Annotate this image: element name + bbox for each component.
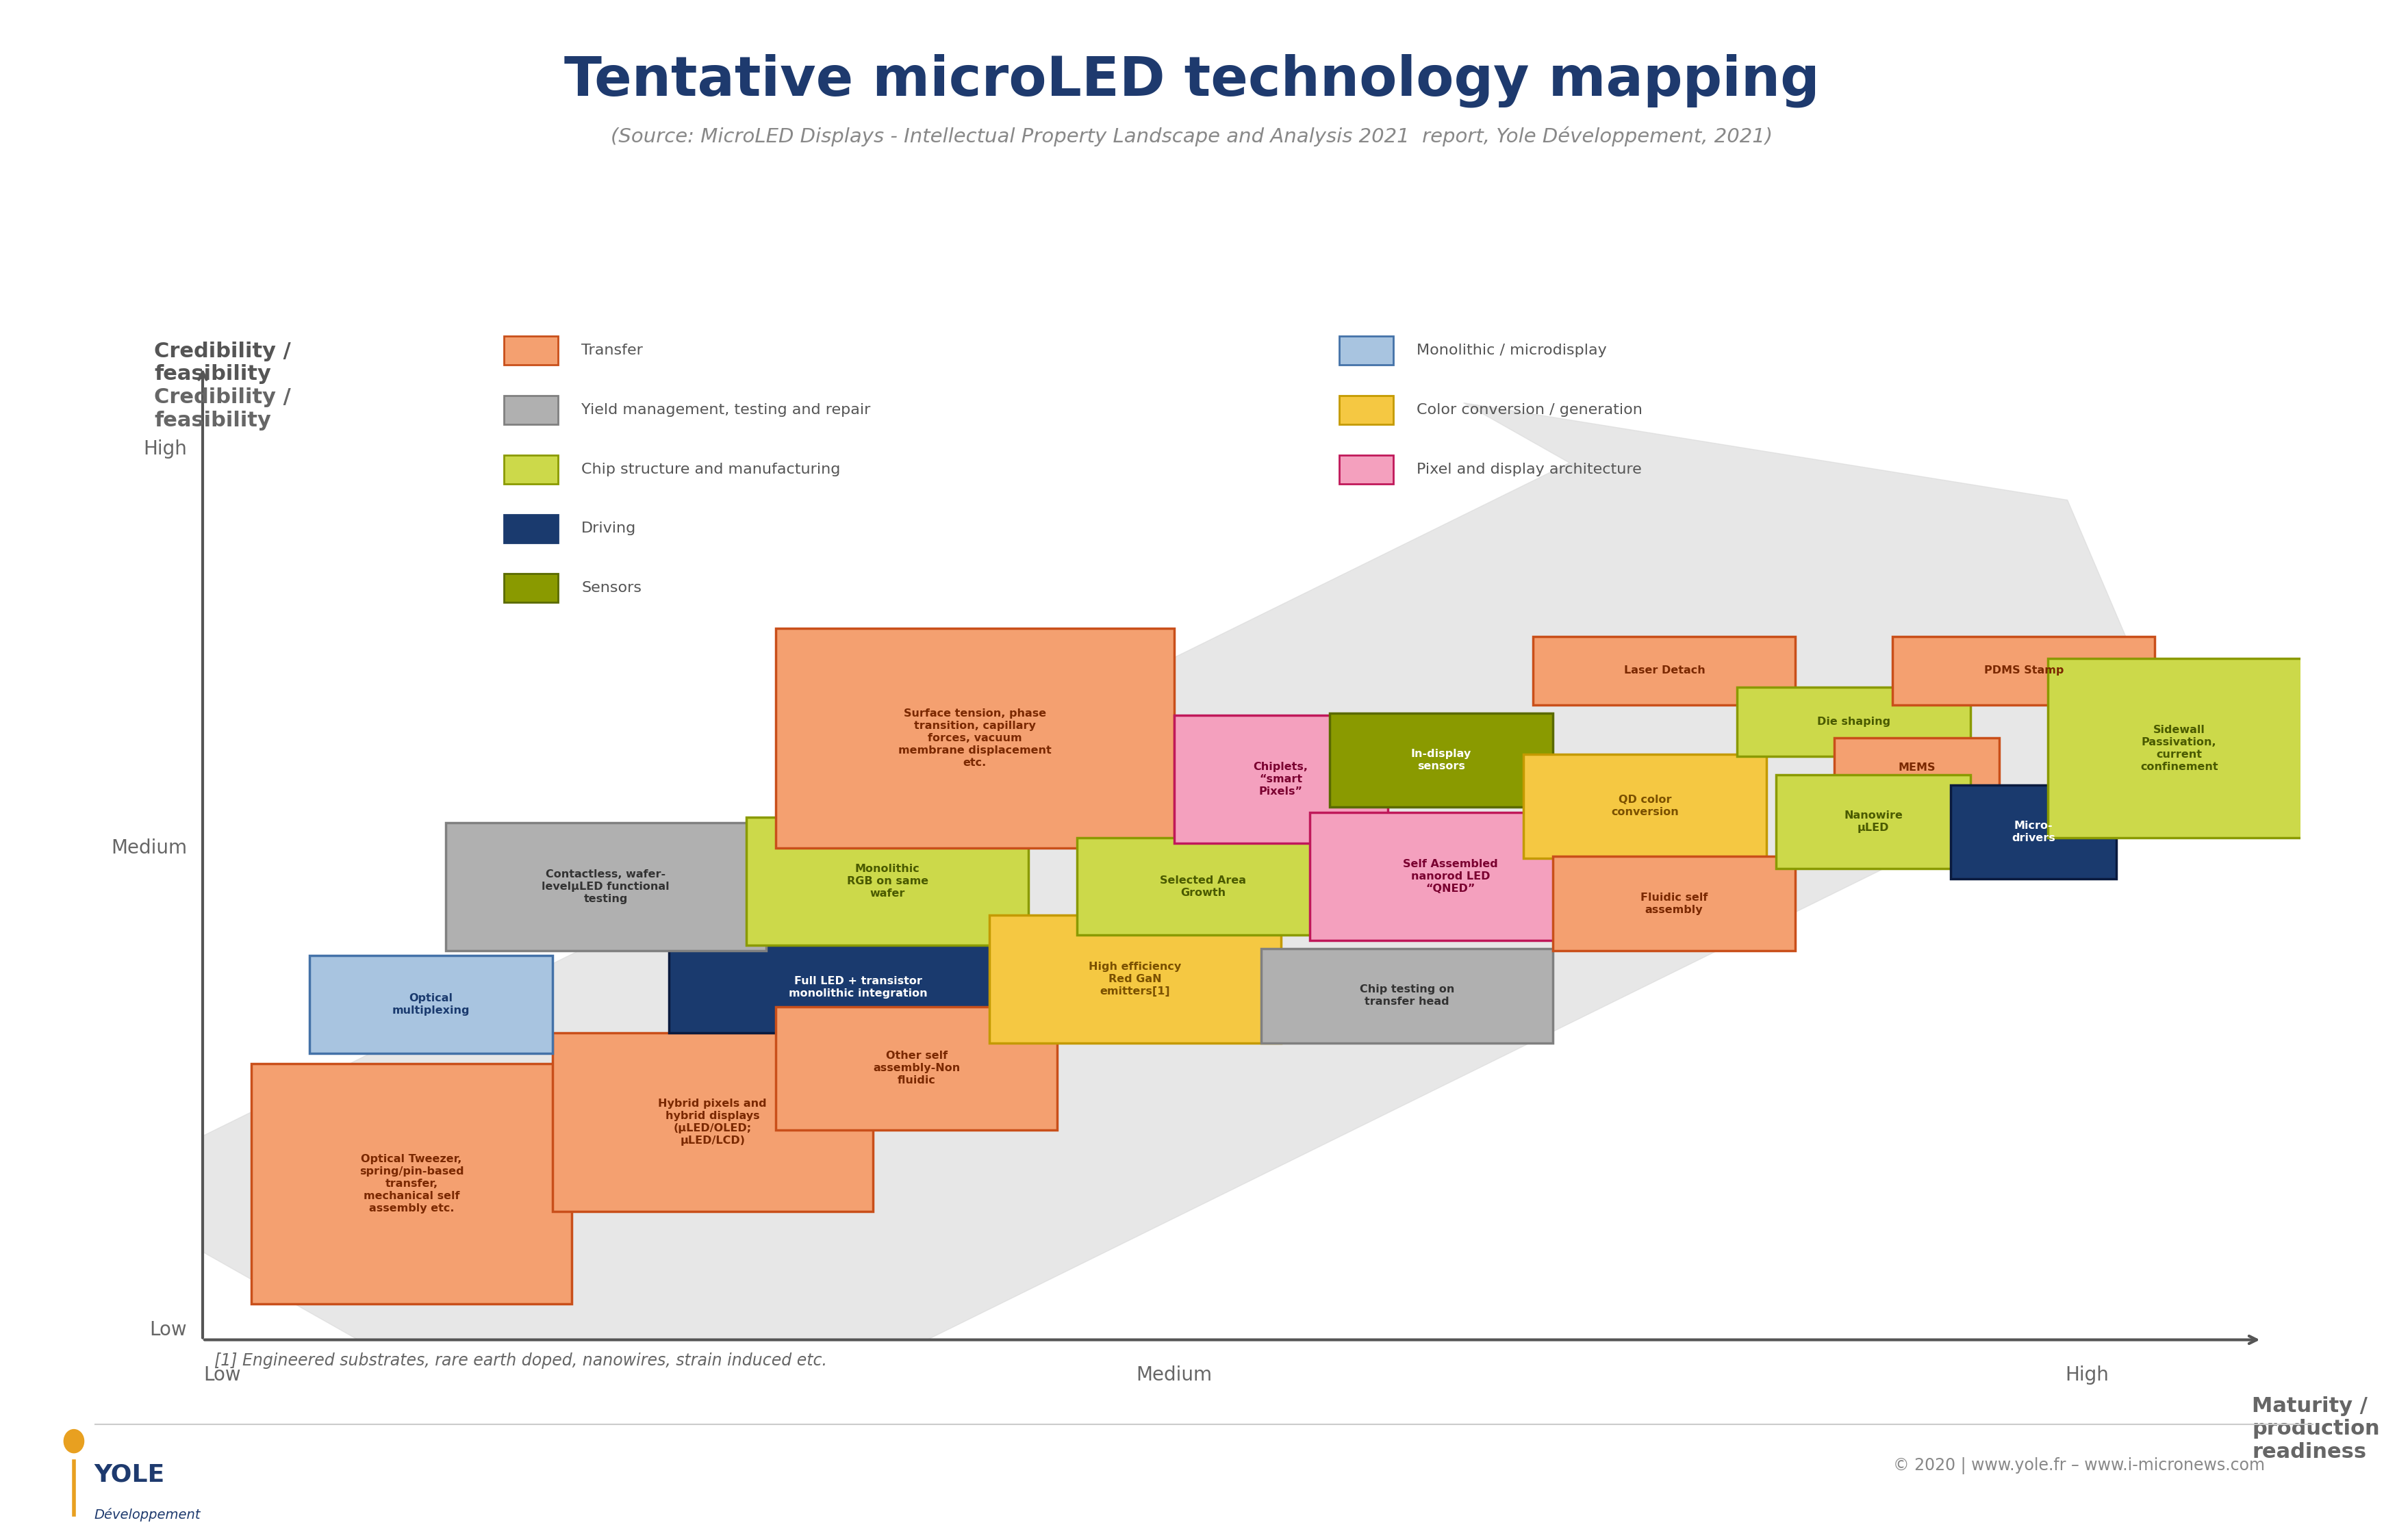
Text: Monolithic
RGB on same
wafer: Monolithic RGB on same wafer — [846, 864, 927, 899]
FancyBboxPatch shape — [1173, 715, 1387, 842]
Text: PDMS Stamp: PDMS Stamp — [1983, 665, 2065, 676]
Text: YOLE: YOLE — [93, 1463, 164, 1486]
FancyBboxPatch shape — [310, 956, 553, 1053]
Text: Développement: Développement — [93, 1508, 200, 1522]
FancyBboxPatch shape — [1950, 785, 2117, 879]
Text: Optical Tweezer,
spring/pin-based
transfer,
mechanical self
assembly etc.: Optical Tweezer, spring/pin-based transf… — [360, 1153, 465, 1214]
Text: Selected Area
Growth: Selected Area Growth — [1161, 875, 1247, 898]
FancyBboxPatch shape — [1533, 636, 1795, 705]
FancyBboxPatch shape — [503, 514, 558, 544]
Text: Micro-
drivers: Micro- drivers — [2012, 821, 2055, 842]
Text: Driving: Driving — [582, 522, 637, 536]
Text: Nanowire
μLED: Nanowire μLED — [1843, 810, 1902, 833]
Text: High: High — [2065, 1366, 2110, 1384]
Text: Chip structure and manufacturing: Chip structure and manufacturing — [582, 462, 842, 476]
FancyBboxPatch shape — [746, 818, 1028, 946]
FancyBboxPatch shape — [2048, 659, 2310, 838]
Text: Monolithic / microdisplay: Monolithic / microdisplay — [1416, 343, 1607, 357]
FancyBboxPatch shape — [1833, 738, 2000, 798]
FancyBboxPatch shape — [503, 336, 558, 365]
Text: Hybrid pixels and
hybrid displays
(μLED/OLED;
μLED/LCD): Hybrid pixels and hybrid displays (μLED/… — [658, 1098, 768, 1146]
Text: Credibility /
feasibility: Credibility / feasibility — [155, 388, 291, 430]
Text: Sensors: Sensors — [582, 581, 641, 594]
Text: Fluidic self
assembly: Fluidic self assembly — [1640, 892, 1707, 915]
Text: Low: Low — [203, 1366, 241, 1384]
FancyBboxPatch shape — [1776, 775, 1969, 869]
Text: Full LED + transistor
monolithic integration: Full LED + transistor monolithic integra… — [789, 976, 927, 999]
Text: High: High — [143, 439, 186, 459]
FancyBboxPatch shape — [1309, 813, 1593, 941]
FancyBboxPatch shape — [1340, 454, 1392, 484]
FancyBboxPatch shape — [503, 396, 558, 424]
Text: Laser Detach: Laser Detach — [1624, 665, 1705, 676]
Text: Color conversion / generation: Color conversion / generation — [1416, 403, 1643, 417]
FancyBboxPatch shape — [1261, 949, 1552, 1043]
FancyBboxPatch shape — [1738, 687, 1969, 756]
FancyBboxPatch shape — [1078, 838, 1330, 935]
Text: Surface tension, phase
transition, capillary
forces, vacuum
membrane displacemen: Surface tension, phase transition, capil… — [899, 708, 1051, 768]
FancyBboxPatch shape — [1893, 636, 2155, 705]
Text: Sidewall
Passivation,
current
confinement: Sidewall Passivation, current confinemen… — [2141, 725, 2217, 772]
FancyBboxPatch shape — [1330, 713, 1552, 807]
Text: Pixel and display architecture: Pixel and display architecture — [1416, 462, 1643, 476]
FancyBboxPatch shape — [775, 1007, 1058, 1130]
Text: Optical
multiplexing: Optical multiplexing — [391, 993, 470, 1016]
Text: In-display
sensors: In-display sensors — [1411, 748, 1471, 772]
Text: Tentative microLED technology mapping: Tentative microLED technology mapping — [565, 54, 1819, 108]
Text: QD color
conversion: QD color conversion — [1612, 795, 1678, 818]
Text: [1] Engineered substrates, rare earth doped, nanowires, strain induced etc.: [1] Engineered substrates, rare earth do… — [215, 1352, 827, 1369]
Text: Maturity /
production
readiness: Maturity / production readiness — [2253, 1397, 2379, 1461]
Text: Chiplets,
“smart
Pixels”: Chiplets, “smart Pixels” — [1254, 762, 1309, 796]
FancyBboxPatch shape — [446, 822, 765, 950]
Text: Self Assembled
nanorod LED
“QNED”: Self Assembled nanorod LED “QNED” — [1404, 859, 1497, 893]
FancyBboxPatch shape — [1523, 755, 1767, 858]
FancyBboxPatch shape — [1340, 396, 1392, 424]
FancyBboxPatch shape — [553, 1032, 873, 1212]
FancyBboxPatch shape — [989, 915, 1280, 1043]
Text: (Source: MicroLED Displays - Intellectual Property Landscape and Analysis 2021  : (Source: MicroLED Displays - Intellectua… — [610, 126, 1774, 146]
Text: Yield management, testing and repair: Yield management, testing and repair — [582, 403, 870, 417]
Text: Transfer: Transfer — [582, 343, 644, 357]
Text: Contactless, wafer-
levelμLED functional
testing: Contactless, wafer- levelμLED functional… — [541, 869, 670, 904]
Text: Medium: Medium — [112, 839, 186, 858]
FancyBboxPatch shape — [1552, 856, 1795, 950]
Text: Low: Low — [150, 1320, 186, 1340]
FancyBboxPatch shape — [503, 454, 558, 484]
FancyBboxPatch shape — [775, 628, 1173, 849]
Polygon shape — [93, 403, 2205, 1489]
FancyBboxPatch shape — [670, 942, 1047, 1032]
FancyBboxPatch shape — [503, 574, 558, 602]
Text: Die shaping: Die shaping — [1817, 716, 1891, 727]
Text: © 2020 | www.yole.fr – www.i-micronews.com: © 2020 | www.yole.fr – www.i-micronews.c… — [1893, 1457, 2265, 1475]
Text: Credibility /
feasibility: Credibility / feasibility — [155, 342, 291, 383]
Text: Chip testing on
transfer head: Chip testing on transfer head — [1359, 984, 1454, 1007]
Text: Other self
assembly-Non
fluidic: Other self assembly-Non fluidic — [873, 1050, 961, 1086]
FancyBboxPatch shape — [1340, 336, 1392, 365]
Text: High efficiency
Red GaN
emitters[1]: High efficiency Red GaN emitters[1] — [1089, 961, 1182, 996]
Circle shape — [64, 1429, 83, 1452]
FancyBboxPatch shape — [250, 1063, 572, 1304]
Text: MEMS: MEMS — [1898, 762, 1936, 773]
Text: Medium: Medium — [1135, 1366, 1211, 1384]
